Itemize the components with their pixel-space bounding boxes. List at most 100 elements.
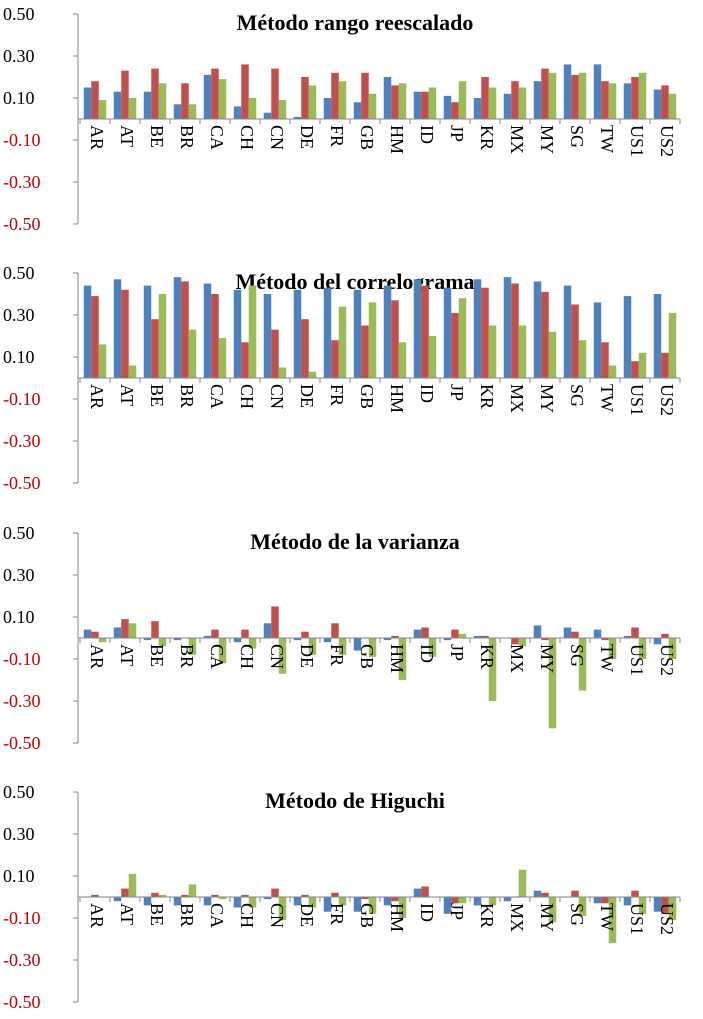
bar-de-s1 [293, 638, 302, 641]
bar-kr-s1 [473, 98, 482, 119]
x-tick-label: US1 [627, 125, 647, 157]
x-tick-label: AR [87, 903, 107, 928]
x-tick-label: GB [357, 125, 377, 150]
bar-at-s2 [121, 289, 129, 378]
bar-de-s3 [308, 638, 317, 655]
bar-hm-s2 [391, 300, 399, 378]
y-tick-label: -0.50 [3, 733, 41, 753]
bar-ar-s2 [91, 631, 99, 638]
bar-sg-s3 [578, 72, 587, 119]
x-tick-label: DE [297, 384, 317, 408]
bar-ar-s2 [91, 81, 99, 119]
bar-cn-s1 [263, 897, 272, 900]
bar-id-s1 [413, 629, 422, 638]
x-tick-label: CN [267, 644, 287, 669]
x-tick-label: US1 [627, 903, 647, 935]
bar-be-s3 [158, 638, 167, 647]
x-tick-label: DE [297, 125, 317, 149]
bar-at-s1 [113, 627, 122, 638]
bar-de-s1 [293, 116, 302, 119]
bar-be-s3 [158, 294, 167, 378]
bar-sg-s2 [571, 304, 579, 378]
bar-at-s3 [128, 365, 137, 378]
x-tick-label: GB [357, 903, 377, 928]
bar-my-s2 [541, 638, 549, 641]
bar-ch-s3 [248, 285, 257, 378]
bar-gb-s3 [368, 638, 377, 657]
bar-at-s1 [113, 91, 122, 119]
bar-ar-s1 [83, 629, 92, 638]
chart-title: Método rango reescalado [237, 10, 474, 35]
bar-my-s3 [548, 331, 557, 378]
bar-cn-s2 [271, 888, 279, 897]
bar-at-s2 [121, 888, 129, 897]
bar-ca-s1 [203, 635, 212, 638]
bar-us2-s2 [661, 897, 669, 914]
chart-panel-3: Método de la varianza 0.50 0.30 0.10 -0.10 -0… [3, 523, 681, 753]
bar-de-s3 [308, 371, 317, 378]
bar-ch-s3 [248, 897, 257, 908]
bar-de-s1 [293, 289, 302, 378]
x-tick-label: BR [177, 125, 197, 149]
bar-mx-s3 [518, 325, 527, 378]
bar-br-s3 [188, 638, 197, 655]
bar-fr-s3 [338, 638, 347, 655]
x-tick-label: HM [387, 125, 407, 154]
x-tick-label: FR [327, 644, 347, 666]
bar-us1-s2 [631, 361, 639, 378]
bar-sg-s2 [571, 890, 579, 897]
y-tick-label: -0.50 [3, 214, 41, 234]
x-tick-label: MX [507, 125, 527, 154]
bar-fr-s1 [323, 98, 332, 119]
bar-cn-s3 [278, 638, 287, 674]
x-tick-label: ID [417, 125, 437, 144]
bar-us1-s2 [631, 627, 639, 638]
bar-be-s2 [151, 68, 159, 119]
bar-ar-s3 [98, 344, 107, 378]
bar-id-s3 [428, 87, 437, 119]
bar-at-s3 [128, 98, 137, 119]
x-tick-label: US2 [657, 384, 677, 416]
bar-gb-s3 [368, 302, 377, 378]
y-tick-label: 0.30 [3, 565, 35, 585]
x-tick-label: US2 [657, 903, 677, 935]
bar-my-s2 [541, 68, 549, 119]
bar-fr-s1 [323, 287, 332, 378]
bar-us1-s3 [638, 897, 647, 914]
x-tick-label: TW [597, 125, 617, 153]
bar-ca-s3 [218, 897, 227, 900]
bar-mx-s1 [503, 277, 512, 378]
bar-ca-s3 [218, 79, 227, 119]
bar-id-s2 [421, 285, 429, 378]
bar-sg-s2 [571, 631, 579, 638]
bar-fr-s1 [323, 638, 332, 643]
x-tick-label: KR [477, 384, 497, 409]
bar-de-s3 [308, 85, 317, 119]
bar-us2-s3 [668, 312, 677, 378]
bar-kr-s3 [488, 897, 497, 906]
x-tick-label: TW [597, 384, 617, 412]
bar-tw-s1 [593, 64, 602, 119]
bar-be-s3 [158, 83, 167, 119]
bar-hm-s1 [383, 638, 392, 641]
bar-kr-s3 [488, 325, 497, 378]
bar-br-s2 [181, 894, 189, 897]
chart-title: Método de la varianza [250, 529, 460, 554]
bar-hm-s2 [391, 85, 399, 119]
bar-jp-s1 [443, 638, 452, 641]
bar-ch-s2 [241, 894, 249, 897]
y-tick-label: 0.50 [3, 782, 35, 802]
bar-us2-s3 [668, 897, 677, 921]
bar-hm-s1 [383, 77, 392, 119]
bar-br-s2 [181, 281, 189, 378]
bar-de-s2 [301, 894, 309, 897]
bar-jp-s1 [443, 95, 452, 119]
bar-tw-s2 [601, 342, 609, 378]
bar-jp-s2 [451, 102, 459, 119]
x-tick-label: ID [417, 903, 437, 922]
bar-hm-s1 [383, 285, 392, 378]
x-tick-label: KR [477, 903, 497, 928]
x-tick-label: TW [597, 644, 617, 672]
bar-cn-s1 [263, 623, 272, 638]
x-tick-label: DE [297, 644, 317, 668]
